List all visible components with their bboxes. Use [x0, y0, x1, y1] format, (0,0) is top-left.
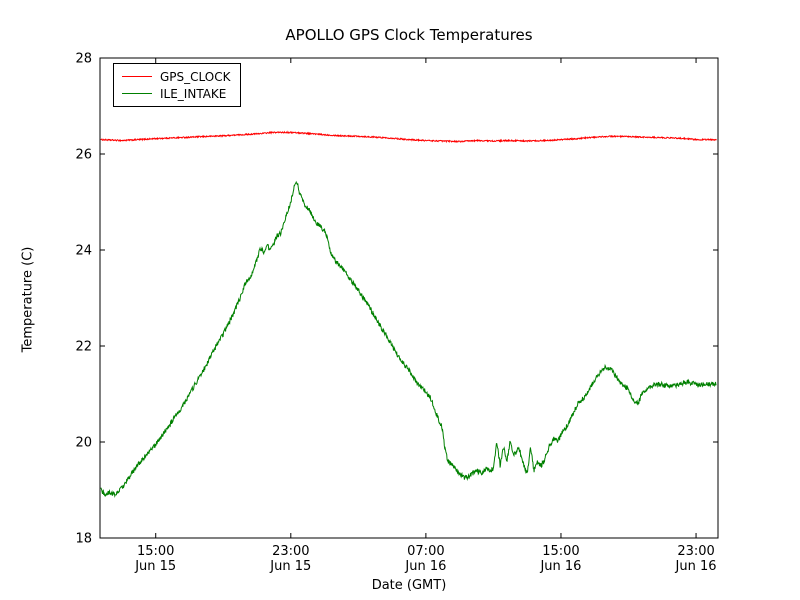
svg-text:Jun 15: Jun 15: [269, 559, 311, 574]
svg-text:26: 26: [75, 148, 92, 163]
svg-text:23:00: 23:00: [677, 544, 714, 559]
svg-text:15:00: 15:00: [137, 544, 174, 559]
legend-label-gps-clock: GPS_CLOCK: [160, 69, 231, 84]
svg-text:Jun 16: Jun 16: [404, 559, 446, 574]
svg-text:24: 24: [75, 244, 92, 259]
svg-text:18: 18: [75, 532, 92, 547]
svg-text:07:00: 07:00: [407, 544, 444, 559]
x-axis-label: Date (GMT): [371, 578, 447, 593]
legend-item-ile-intake: ILE_INTAKE: [122, 85, 230, 102]
svg-text:22: 22: [75, 340, 92, 355]
svg-text:28: 28: [75, 52, 92, 67]
gps-clock-line-icon: [122, 76, 152, 77]
legend-item-gps-clock: GPS_CLOCK: [122, 68, 230, 85]
ile-intake-line-icon: [122, 93, 152, 94]
svg-text:Jun 15: Jun 15: [134, 559, 176, 574]
svg-text:23:00: 23:00: [272, 544, 309, 559]
svg-text:Jun 16: Jun 16: [539, 559, 581, 574]
svg-text:Jun 16: Jun 16: [675, 559, 717, 574]
legend-label-ile-intake: ILE_INTAKE: [160, 86, 227, 101]
svg-text:20: 20: [75, 436, 92, 451]
legend: GPS_CLOCK ILE_INTAKE: [113, 63, 242, 107]
svg-text:15:00: 15:00: [542, 544, 579, 559]
chart-title: APOLLO GPS Clock Temperatures: [285, 26, 533, 44]
